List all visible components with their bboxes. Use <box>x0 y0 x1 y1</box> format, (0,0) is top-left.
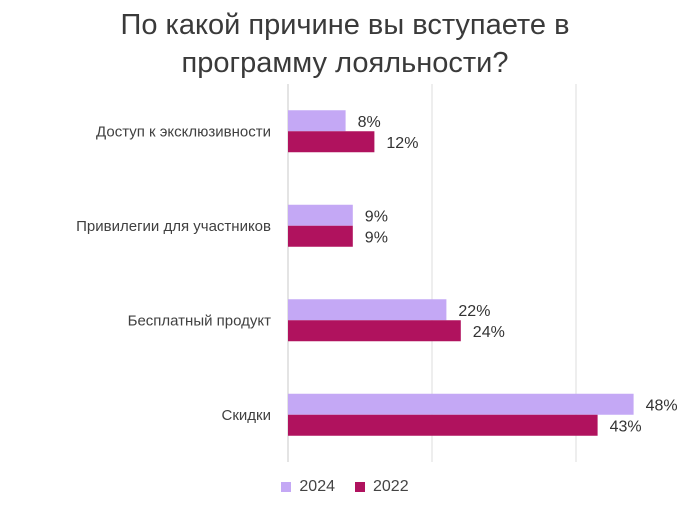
data-label-2024-0: 8% <box>358 114 381 131</box>
legend-swatch-2022 <box>355 482 365 492</box>
bar-2024-1 <box>288 204 353 226</box>
bar-2022-0 <box>288 131 375 153</box>
data-label-2024-2: 22% <box>458 303 490 320</box>
category-label: Доступ к эксклюзивности <box>96 123 271 140</box>
category-label: Привилегии для участников <box>76 218 271 235</box>
bar-2022-1 <box>288 225 353 247</box>
bar-2022-2 <box>288 320 461 342</box>
bar-2024-3 <box>288 393 634 415</box>
legend-swatch-2024 <box>281 482 292 492</box>
chart-title-line-1: По какой причине вы вступаете в <box>120 9 570 41</box>
bar-2024-0 <box>288 110 346 132</box>
data-label-2022-0: 12% <box>386 135 418 152</box>
legend-item-2024: 2024 <box>281 478 335 496</box>
data-label-2024-1: 9% <box>365 208 388 225</box>
data-label-2022-3: 43% <box>610 418 642 435</box>
data-label-2022-2: 24% <box>473 324 505 341</box>
legend-label-2024: 2024 <box>299 478 335 495</box>
chart-title-line-2: программу лояльности? <box>181 47 509 79</box>
legend-item-2022: 2022 <box>355 478 409 496</box>
data-label-2024-3: 48% <box>646 397 678 414</box>
category-label: Бесплатный продукт <box>128 312 272 329</box>
legend: 2024 2022 <box>0 478 690 496</box>
data-label-2022-1: 9% <box>365 229 388 246</box>
legend-label-2022: 2022 <box>373 478 409 495</box>
bar-2024-2 <box>288 299 447 321</box>
chart-title: По какой причине вы вступаете в программ… <box>0 6 690 82</box>
category-label: Скидки <box>222 407 271 424</box>
bar-2022-3 <box>288 414 598 436</box>
